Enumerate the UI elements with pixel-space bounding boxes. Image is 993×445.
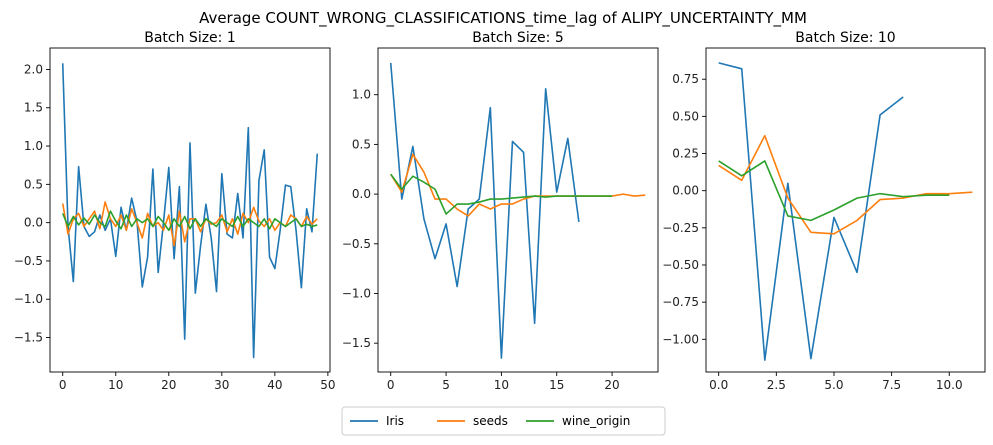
x-tick-label: 20 [161, 378, 176, 392]
x-tick-label: 0 [387, 378, 395, 392]
chart-panel-1: Batch Size: 1 0 10 20 30 40 50 −1.5 −1.0 −0.5 0.0 0… [14, 30, 336, 392]
y-tick-label: 0.75 [672, 72, 699, 86]
chart-panel-2: Batch Size: 5 0 5 10 15 20 −1.5 −1.0 −0.5 0.0 0.5 1… [342, 30, 659, 392]
legend: Iris seeds wine_origin [341, 406, 666, 436]
x-tick-label: 10.0 [936, 378, 963, 392]
y-tick-label: −0.5 [14, 254, 43, 268]
chart-panels: Batch Size: 10 10 20 30 40 50−1.5−1.0−0.50.00… [14, 30, 986, 392]
panel-title: Batch Size: 5 [472, 30, 564, 46]
x-tick-label: 15 [549, 378, 564, 392]
legend-label: wine_origin [562, 414, 630, 428]
x-tick-label: 5.0 [824, 378, 843, 392]
chart-panel-3: Batch Size: 10 0.0 2.5 5.0 7.5 10.0 −1.00 −0.75… [662, 30, 986, 392]
y-tick-label: 0.0 [24, 216, 43, 230]
x-tick-label: 50 [320, 378, 335, 392]
series-line-wine-origin [61, 210, 318, 232]
y-tick-label: 1.0 [24, 139, 43, 153]
legend-box [341, 406, 666, 436]
y-tick-label: 0.5 [352, 137, 371, 151]
legend-entry-iris: Iris [350, 414, 404, 428]
legend-label: seeds [473, 414, 508, 428]
x-tick-label: 2.5 [767, 378, 786, 392]
series-line-seeds [718, 134, 973, 235]
series-line-iris [389, 62, 580, 359]
y-tick-label: −1.5 [342, 336, 371, 350]
legend-entry-seeds: seeds [437, 414, 508, 428]
y-tick-label: −1.00 [662, 332, 699, 346]
x-tick-label: 0.0 [709, 378, 728, 392]
x-tick-label: 7.5 [882, 378, 901, 392]
axes-frame [377, 47, 659, 373]
y-tick-label: 0.50 [672, 109, 699, 123]
y-tick-label: −0.25 [662, 221, 699, 235]
series-line-seeds [61, 201, 318, 247]
x-tick-label: 10 [108, 378, 123, 392]
x-tick-label: 5 [442, 378, 450, 392]
y-tick-label: −0.75 [662, 295, 699, 309]
x-tick-label: 0 [59, 378, 67, 392]
series-line-wine-origin [390, 173, 613, 215]
axes-frame [705, 47, 986, 373]
y-tick-label: 2.0 [24, 62, 43, 76]
y-tick-label: 0.0 [352, 187, 371, 201]
series-group [61, 63, 319, 359]
y-tick-label: −1.0 [342, 286, 371, 300]
y-tick-label: −0.50 [662, 258, 699, 272]
series-group [389, 62, 646, 359]
x-tick-label: 40 [267, 378, 282, 392]
series-line-iris [61, 63, 319, 359]
series-line-wine-origin [718, 160, 950, 222]
legend-entry-wine-origin: wine_origin [526, 414, 630, 428]
y-tick-label: 0.25 [672, 147, 699, 161]
y-tick-label: −1.5 [14, 331, 43, 345]
x-tick-label: 10 [494, 378, 509, 392]
series-line-iris [718, 62, 904, 361]
panel-title: Batch Size: 10 [795, 30, 895, 46]
y-tick-label: −0.5 [342, 237, 371, 251]
y-tick-label: −1.0 [14, 292, 43, 306]
legend-label: Iris [386, 414, 404, 428]
x-tick-label: 30 [214, 378, 229, 392]
figure-suptitle: Average COUNT_WRONG_CLASSIFICATIONS_time… [199, 9, 807, 28]
y-tick-label: 1.0 [352, 88, 371, 102]
axes-frame [49, 47, 331, 373]
series-group [718, 62, 973, 361]
y-tick-label: 0.5 [24, 177, 43, 191]
x-tick-label: 20 [604, 378, 619, 392]
panel-title: Batch Size: 1 [144, 30, 236, 46]
y-tick-label: 0.00 [672, 184, 699, 198]
y-tick-label: 1.5 [24, 101, 43, 115]
